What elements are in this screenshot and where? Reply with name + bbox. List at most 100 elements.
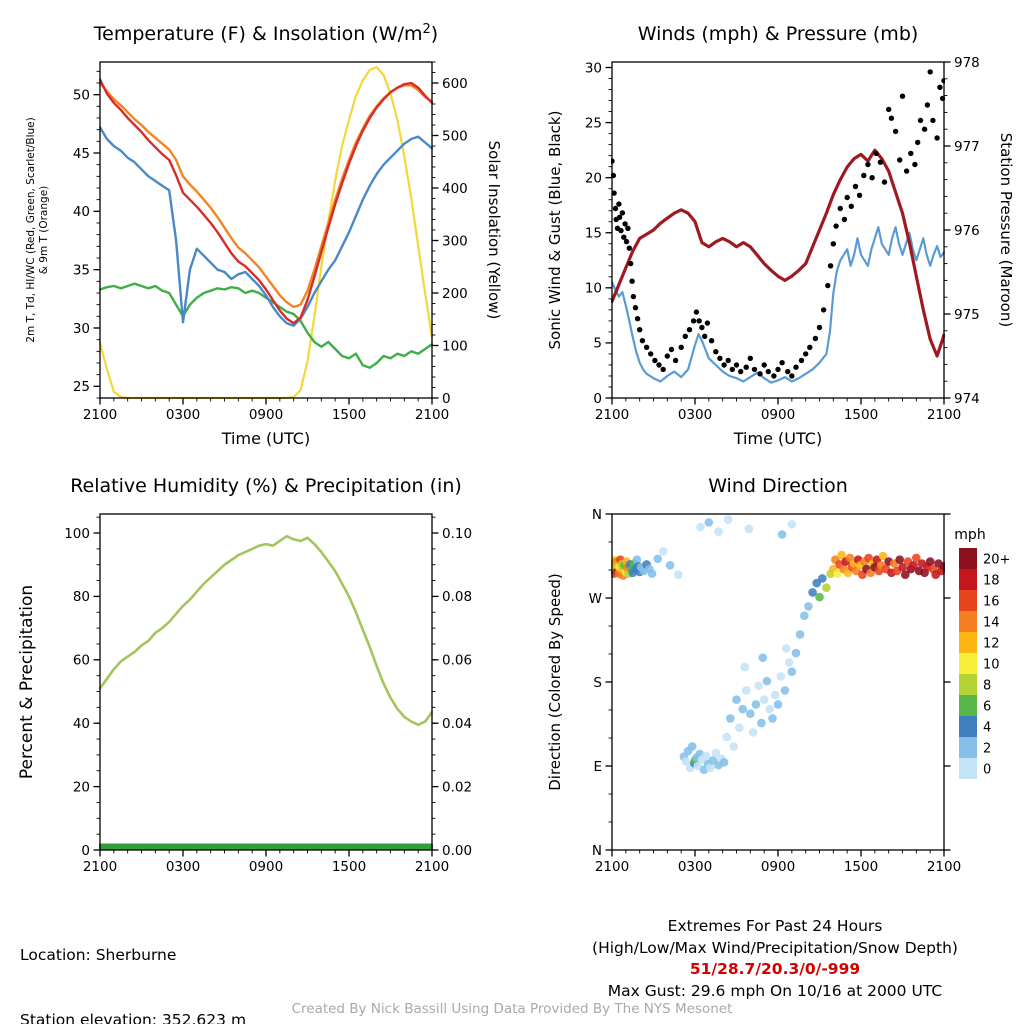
credit-text: Created By Nick Bassill Using Data Provi…: [291, 1001, 733, 1017]
svg-text:10: 10: [585, 281, 602, 297]
station-elevation-text: Station elevation: 352.623 m: [20, 1010, 247, 1024]
svg-text:45: 45: [73, 146, 90, 162]
svg-text:Sonic Wind & Gust (Blue, Black: Sonic Wind & Gust (Blue, Black): [546, 111, 564, 350]
svg-text:N: N: [592, 843, 602, 859]
svg-text:2100: 2100: [595, 407, 629, 423]
svg-text:978: 978: [954, 55, 980, 71]
svg-text:8: 8: [983, 678, 991, 693]
svg-text:0300: 0300: [678, 859, 712, 875]
svg-text:6: 6: [983, 699, 991, 714]
svg-text:14: 14: [983, 615, 1000, 630]
svg-text:975: 975: [954, 307, 980, 323]
svg-text:0900: 0900: [761, 407, 795, 423]
svg-text:0.06: 0.06: [442, 653, 472, 669]
svg-text:2100: 2100: [595, 859, 629, 875]
svg-text:20: 20: [585, 170, 602, 186]
svg-text:300: 300: [442, 233, 468, 249]
extremes-block: Extremes For Past 24 Hours (High/Low/Max…: [540, 916, 1010, 1002]
svg-text:25: 25: [585, 115, 602, 131]
svg-text:0.10: 0.10: [442, 526, 472, 542]
svg-text:0: 0: [593, 391, 602, 407]
extremes-values: 51/28.7/20.3/0/-999: [689, 960, 861, 978]
svg-text:Wind Direction: Wind Direction: [708, 475, 848, 497]
svg-text:18: 18: [983, 573, 1000, 588]
svg-text:Station Pressure (Maroon): Station Pressure (Maroon): [997, 133, 1015, 327]
temperature-insolation-chart: Temperature (F) & Insolation (W/m2)2100 0…: [25, 22, 503, 448]
svg-text:2100: 2100: [83, 407, 117, 423]
svg-text:0300: 0300: [166, 407, 200, 423]
svg-text:5: 5: [593, 336, 602, 352]
svg-text:4: 4: [983, 720, 991, 735]
svg-text:W: W: [589, 591, 602, 607]
svg-text:2100: 2100: [415, 859, 449, 875]
svg-text:12: 12: [983, 636, 1000, 651]
svg-text:15: 15: [585, 226, 602, 242]
svg-text:0: 0: [81, 843, 90, 859]
svg-text:200: 200: [442, 286, 468, 302]
svg-text:Percent & Precipitation: Percent & Precipitation: [17, 585, 37, 779]
svg-text:2m T, Td, HI/WC (Red, Green, S: 2m T, Td, HI/WC (Red, Green, Scarlet/Blu…: [25, 117, 37, 342]
svg-text:0900: 0900: [249, 407, 283, 423]
svg-text:0.08: 0.08: [442, 589, 472, 605]
svg-text:0.00: 0.00: [442, 843, 472, 859]
svg-text:1500: 1500: [332, 407, 366, 423]
svg-text:0.04: 0.04: [442, 716, 472, 732]
svg-text:0: 0: [983, 762, 991, 777]
svg-text:E: E: [593, 759, 602, 775]
svg-text:2100: 2100: [415, 407, 449, 423]
svg-text:400: 400: [442, 181, 468, 197]
svg-text:10: 10: [983, 657, 1000, 672]
svg-text:Direction (Colored By Speed): Direction (Colored By Speed): [546, 573, 564, 791]
svg-text:60: 60: [73, 653, 90, 669]
svg-text:16: 16: [983, 594, 1000, 609]
svg-text:0900: 0900: [761, 859, 795, 875]
winds-pressure-chart: Winds (mph) & Pressure (mb) 2100 0300 0900 1…: [546, 23, 1015, 448]
svg-text:100: 100: [64, 526, 90, 542]
svg-text:mph: mph: [954, 527, 985, 543]
svg-text:0300: 0300: [166, 859, 200, 875]
svg-text:500: 500: [442, 128, 468, 144]
svg-text:80: 80: [73, 589, 90, 605]
svg-text:Temperature (F) & Insolation (: Temperature (F) & Insolation (W/m2): [93, 22, 438, 45]
svg-text:Time (UTC): Time (UTC): [221, 429, 310, 448]
svg-text:N: N: [592, 507, 602, 523]
svg-text:600: 600: [442, 76, 468, 92]
svg-text:40: 40: [73, 204, 90, 220]
svg-text:0300: 0300: [678, 407, 712, 423]
humidity-precip-chart: Relative Humidity (%) & Precipitation (i…: [17, 475, 472, 875]
extremes-subtitle: (High/Low/Max Wind/Precipitation/Snow De…: [592, 938, 958, 957]
svg-text:1500: 1500: [844, 859, 878, 875]
svg-text:2100: 2100: [83, 859, 117, 875]
svg-text:0.02: 0.02: [442, 779, 472, 795]
svg-text:976: 976: [954, 223, 980, 239]
svg-text:50: 50: [73, 87, 90, 103]
svg-text:Time (UTC): Time (UTC): [733, 429, 822, 448]
svg-text:35: 35: [73, 262, 90, 278]
svg-text:0900: 0900: [249, 859, 283, 875]
svg-text:S: S: [593, 675, 602, 691]
svg-text:974: 974: [954, 391, 980, 407]
svg-text:Winds (mph) & Pressure (mb): Winds (mph) & Pressure (mb): [638, 23, 919, 45]
extremes-title: Extremes For Past 24 Hours: [667, 917, 883, 935]
svg-text:30: 30: [73, 321, 90, 337]
svg-text:& 9m T (Orange): & 9m T (Orange): [38, 186, 50, 275]
svg-text:2100: 2100: [927, 859, 961, 875]
svg-text:40: 40: [73, 716, 90, 732]
svg-text:100: 100: [442, 338, 468, 354]
svg-text:20+: 20+: [983, 552, 1010, 567]
svg-text:977: 977: [954, 139, 980, 155]
station-info-block: Location: Sherburne Station elevation: 3…: [20, 902, 414, 1024]
svg-text:25: 25: [73, 379, 90, 395]
svg-text:2: 2: [983, 741, 991, 756]
svg-text:2100: 2100: [927, 407, 961, 423]
station-location-text: Location: Sherburne: [20, 946, 177, 964]
svg-text:30: 30: [585, 60, 602, 76]
svg-text:Relative Humidity (%) & Precip: Relative Humidity (%) & Precipitation (i…: [70, 475, 462, 497]
svg-text:1500: 1500: [844, 407, 878, 423]
svg-text:20: 20: [73, 779, 90, 795]
max-gust-text: Max Gust: 29.6 mph On 10/16 at 2000 UTC: [607, 981, 943, 1000]
svg-text:0: 0: [442, 391, 451, 407]
svg-text:Solar Insolation (Yellow): Solar Insolation (Yellow): [485, 141, 503, 320]
